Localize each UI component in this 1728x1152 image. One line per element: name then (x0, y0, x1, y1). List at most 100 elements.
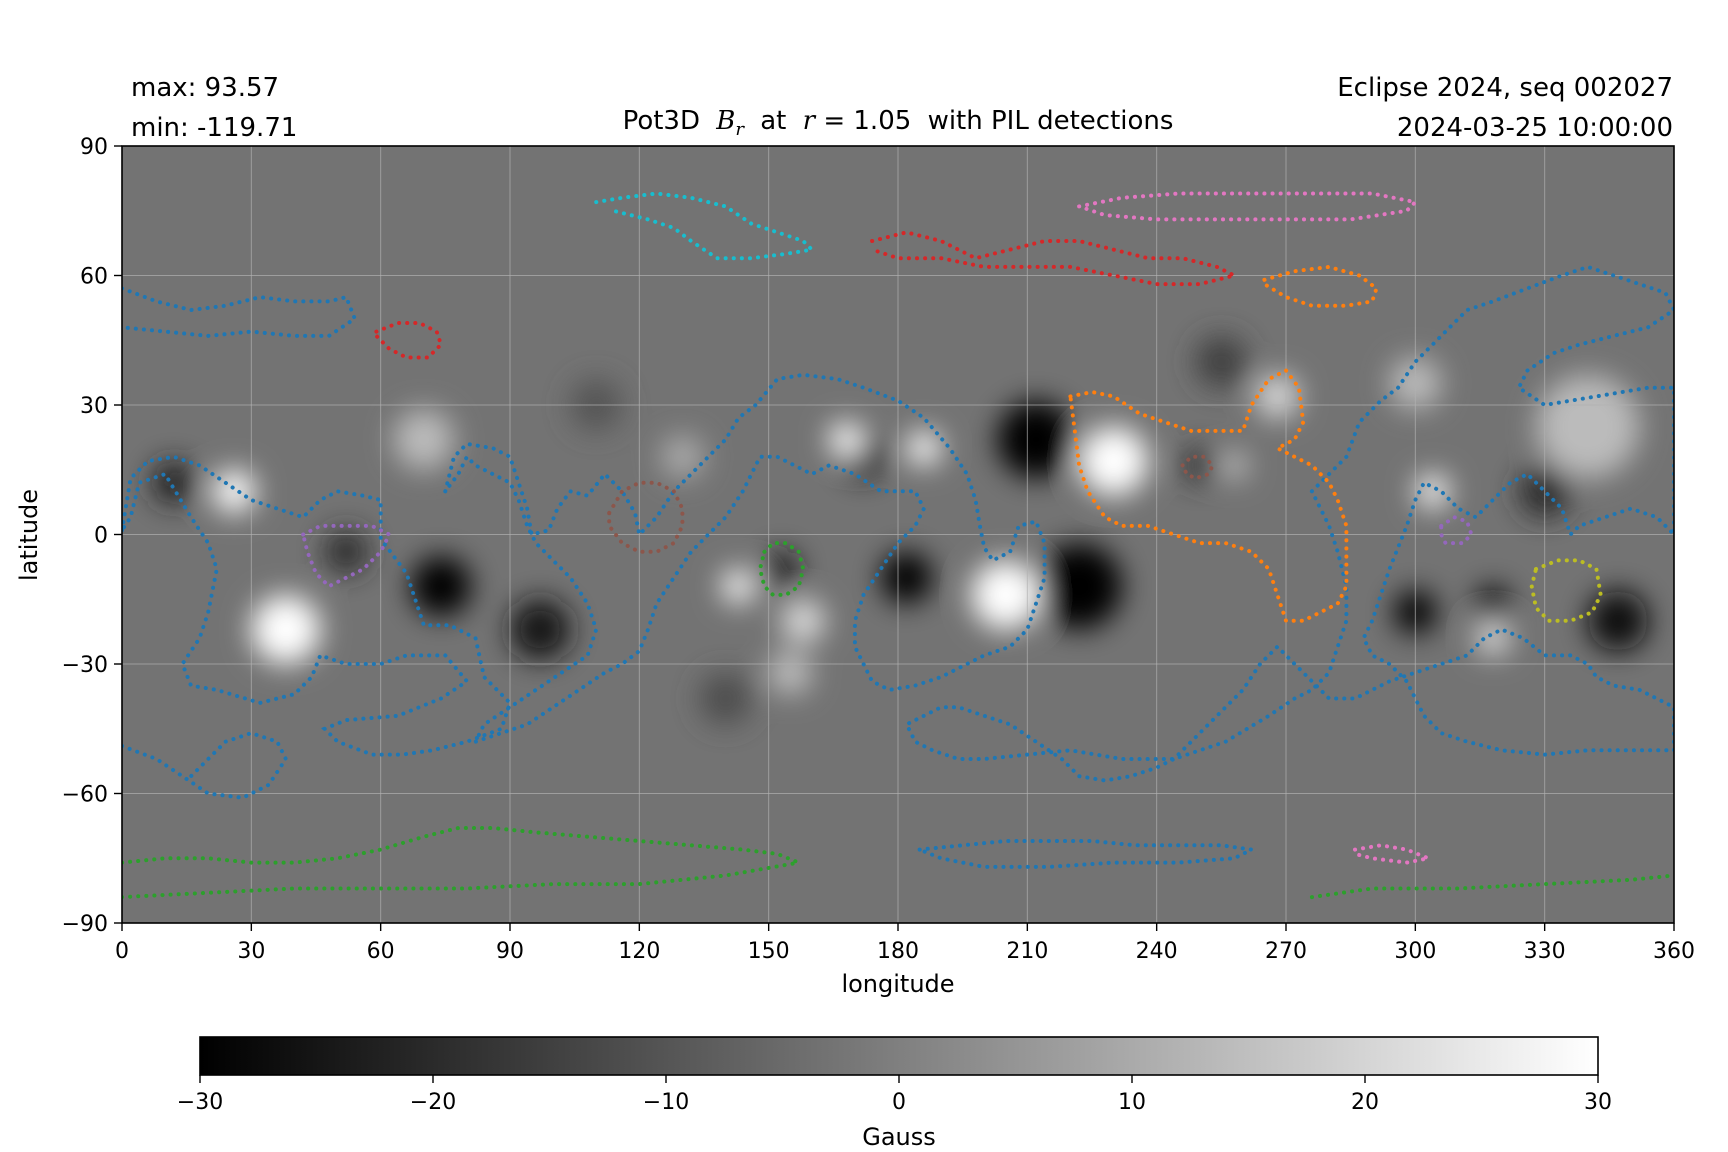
pil-south-green-bottom (122, 860, 801, 900)
pil-south-pink-loop (1353, 843, 1436, 865)
pil-south-blue-loop (917, 839, 1259, 869)
x-tick-label-12: 360 (1653, 939, 1695, 964)
x-tick-label-7: 210 (1006, 939, 1048, 964)
pil-yellow-loop (1529, 558, 1603, 623)
chart-title: Pot3D Br at r = 1.05 with PIL detections (623, 106, 1174, 142)
stat-min: min: -119.71 (131, 113, 297, 143)
title-tail: with PIL detections (928, 106, 1174, 136)
x-axis-label: longitude (841, 970, 954, 998)
colorbar-tick-label-2: −10 (643, 1090, 689, 1115)
field-blob-11 (1475, 586, 1511, 621)
y-tick-label-5: −60 (62, 783, 108, 808)
pil-small-purple-loop (1439, 514, 1474, 546)
pil-orange-upper-loop (1262, 264, 1379, 308)
field-blob-12 (1587, 590, 1649, 652)
y-tick-label-6: −90 (62, 912, 108, 937)
header-right-line1: Eclipse 2024, seq 002027 (1337, 73, 1673, 103)
y-axis: 90 60 30 0 −30 −60 −90 (62, 135, 122, 937)
field-blob-29 (1536, 374, 1640, 479)
x-tick-label-3: 90 (496, 939, 524, 964)
y-axis-label: latitude (15, 489, 43, 581)
field-blob-4 (510, 599, 571, 660)
pil-north-red-loop (870, 230, 1241, 287)
field-blob-30 (393, 409, 454, 470)
x-tick-label-10: 300 (1394, 939, 1436, 964)
pil-upper-left-blue-band (122, 286, 358, 338)
pil-small-brown-loop (1180, 454, 1216, 481)
pil-north-pink-loop (1077, 191, 1420, 222)
field-blob-3 (324, 530, 368, 574)
pil-right-blue-region (903, 264, 1674, 783)
field-blob-28 (1475, 620, 1511, 656)
field-blob-18 (971, 560, 1041, 630)
pil-left-blue-stub (122, 730, 289, 800)
field-blob-1 (1035, 543, 1123, 630)
field-blob-24 (781, 599, 825, 643)
pil-large-blue-region (122, 454, 513, 757)
field-blob-9 (152, 461, 196, 505)
x-tick-label-9: 270 (1265, 939, 1307, 964)
field-blob-7 (764, 551, 799, 587)
pil-small-red-loop (374, 321, 444, 360)
colorbar (199, 1036, 1599, 1076)
x-tick-label-11: 330 (1524, 939, 1566, 964)
stat-max: max: 93.57 (131, 73, 279, 103)
field-blob-19 (251, 594, 321, 664)
grid-layer (122, 146, 1674, 923)
field-blob-32 (1221, 452, 1248, 479)
field-blob-22 (829, 422, 864, 457)
x-tick-label-1: 30 (237, 939, 265, 964)
field-blob-17 (1079, 426, 1149, 496)
field-blob-14 (1195, 335, 1248, 388)
field-blob-33 (660, 435, 704, 479)
field-blob-27 (1415, 474, 1450, 509)
pil-north-cyan-loop (594, 191, 816, 261)
y-tick-label-1: 60 (80, 265, 108, 290)
title-eq-rest: = 1.05 (815, 106, 911, 136)
colorbar-tick-label-4: 10 (1118, 1090, 1146, 1115)
x-tick-label-5: 150 (748, 939, 790, 964)
x-tick-label-8: 240 (1136, 939, 1178, 964)
pil-mid-blue-region (443, 372, 1047, 746)
pil-brown-loop (607, 480, 685, 554)
field-layer (152, 335, 1649, 725)
x-axis: 0 30 60 90 120 150 180 210 240 270 300 330 360 (115, 923, 1695, 964)
field-blob-5 (880, 551, 933, 604)
field-blob-0 (997, 400, 1075, 479)
colorbar-tick-label-0: −30 (177, 1090, 223, 1115)
colorbar-tick-label-6: 30 (1584, 1090, 1612, 1115)
colorbar-label: Gauss (862, 1123, 936, 1151)
x-tick-label-4: 120 (618, 939, 660, 964)
title-sub: r (735, 119, 745, 140)
x-tick-label-0: 0 (115, 939, 129, 964)
field-blob-2 (410, 556, 472, 617)
title-at: at (760, 106, 786, 136)
field-blob-25 (768, 651, 812, 695)
field-blob-26 (1255, 374, 1299, 418)
title-var: B (715, 106, 735, 136)
y-tick-label-2: 30 (80, 394, 108, 419)
header-right-line2: 2024-03-25 10:00:00 (1397, 113, 1673, 143)
field-blob-21 (906, 430, 942, 466)
pil-purple-loop (301, 523, 392, 589)
colorbar-tick-label-5: 20 (1351, 1090, 1379, 1115)
y-tick-label-3: 0 (94, 524, 108, 549)
pil-orange-main-region (1068, 367, 1349, 623)
y-tick-label-4: −30 (62, 653, 108, 678)
field-blob-16 (699, 672, 752, 725)
colorbar-tick-label-1: −20 (410, 1090, 456, 1115)
y-tick-label-0: 90 (80, 135, 108, 160)
field-blob-20 (212, 469, 256, 513)
pil-layer (122, 191, 1674, 900)
field-blob-23 (721, 569, 756, 604)
x-tick-label-2: 60 (367, 939, 395, 964)
pil-green-loop (757, 541, 806, 597)
title-main: Pot3D (623, 106, 700, 136)
plot-area (122, 146, 1674, 923)
x-tick-label-6: 180 (877, 939, 919, 964)
colorbar-ticks: −30 −20 −10 0 10 20 30 (177, 1075, 1612, 1115)
colorbar-tick-label-3: 0 (892, 1090, 906, 1115)
title-eq-var: r (803, 106, 817, 136)
pil-south-green-loop (122, 826, 801, 865)
